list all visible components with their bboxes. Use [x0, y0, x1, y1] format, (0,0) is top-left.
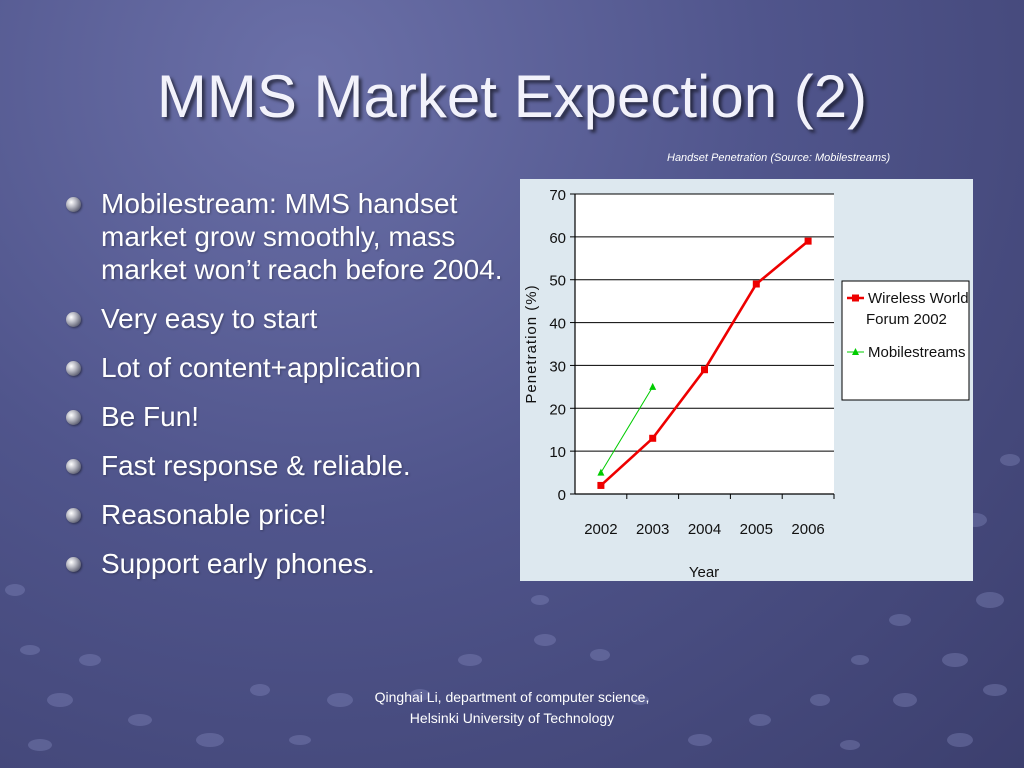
legend-label: Mobilestreams — [868, 344, 966, 361]
bullet-text: Lot of content+application — [101, 352, 421, 383]
bullet-item: Reasonable price! — [66, 498, 506, 531]
data-point — [597, 468, 605, 476]
x-tick-label: 2006 — [791, 521, 824, 538]
bullet-icon — [66, 312, 81, 327]
chart-svg: 0 10 20 30 40 50 60 70 2002 2003 2004 2005 2006 Pen… — [523, 187, 970, 581]
grid-lines — [570, 193, 834, 495]
chart-caption: Handset Penetration (Source: Mobilestrea… — [667, 152, 891, 164]
y-tick-label: 0 — [558, 487, 566, 504]
series-line — [600, 386, 654, 473]
legend-box — [841, 280, 970, 401]
bullet-icon — [66, 197, 81, 212]
y-tick-label: 40 — [549, 316, 566, 333]
penetration-chart: 0 10 20 30 40 50 60 70 2002 2003 2004 2005 2006 Pen… — [520, 179, 973, 581]
y-tick-label: 70 — [549, 187, 566, 204]
legend: Wireless World Forum 2002 Mobilestreams — [841, 280, 970, 401]
footer-credit: Qinghai Li, department of computer scien… — [374, 689, 650, 726]
x-tick-label: 2004 — [688, 521, 721, 538]
data-point — [597, 481, 605, 489]
bullet-text: Very easy to start — [101, 303, 318, 334]
y-tick-label: 10 — [549, 444, 566, 461]
plot-area — [575, 194, 834, 494]
bullet-icon — [66, 410, 81, 425]
bullet-text: Reasonable price! — [101, 499, 327, 530]
bullet-text: Support early phones. — [101, 548, 375, 579]
bullet-item: Be Fun! — [66, 400, 506, 433]
legend-label: Wireless World Forum 2002 — [866, 290, 969, 328]
data-point — [752, 280, 760, 288]
bullet-item: Fast response & reliable. — [66, 449, 506, 482]
bullet-item: Support early phones. — [66, 547, 506, 580]
x-axis-label: Year — [689, 564, 719, 581]
legend-marker — [852, 348, 859, 355]
data-point — [649, 382, 657, 390]
bullet-text: Be Fun! — [101, 401, 200, 432]
bullet-icon — [66, 459, 81, 474]
y-tick-label: 60 — [549, 230, 566, 247]
y-tick-label: 50 — [549, 273, 566, 290]
bullet-icon — [66, 508, 81, 523]
legend-entries: Wireless World Forum 2002 Mobilestreams — [847, 290, 969, 361]
bullet-list: Mobilestream: MMS handset market grow sm… — [66, 187, 506, 596]
bullet-text: Fast response & reliable. — [101, 450, 411, 481]
x-tick-labels: 2002 2003 2004 2005 2006 — [584, 494, 835, 538]
bullet-text: Mobilestream: MMS handset market grow sm… — [101, 188, 503, 285]
page-title: MMS Market Expection (2) — [156, 63, 868, 130]
legend-marker — [852, 294, 859, 302]
data-point — [701, 366, 708, 374]
bullet-item: Lot of content+application — [66, 351, 506, 384]
y-axis-label: Penetration (%) — [523, 284, 540, 403]
bullet-item: Very easy to start — [66, 302, 506, 335]
data-point — [804, 237, 812, 245]
series-layer — [597, 237, 812, 489]
x-tick-label: 2003 — [636, 521, 669, 538]
y-tick-label: 20 — [549, 401, 566, 418]
y-tick-label: 30 — [549, 358, 566, 375]
bullet-item: Mobilestream: MMS handset market grow sm… — [66, 187, 506, 286]
x-tick-label: 2002 — [584, 521, 617, 538]
data-point — [649, 434, 657, 442]
y-tick-labels: 0 10 20 30 40 50 60 70 — [549, 187, 566, 504]
bullet-icon — [66, 557, 81, 572]
bullet-icon — [66, 361, 81, 376]
x-tick-label: 2005 — [740, 521, 773, 538]
